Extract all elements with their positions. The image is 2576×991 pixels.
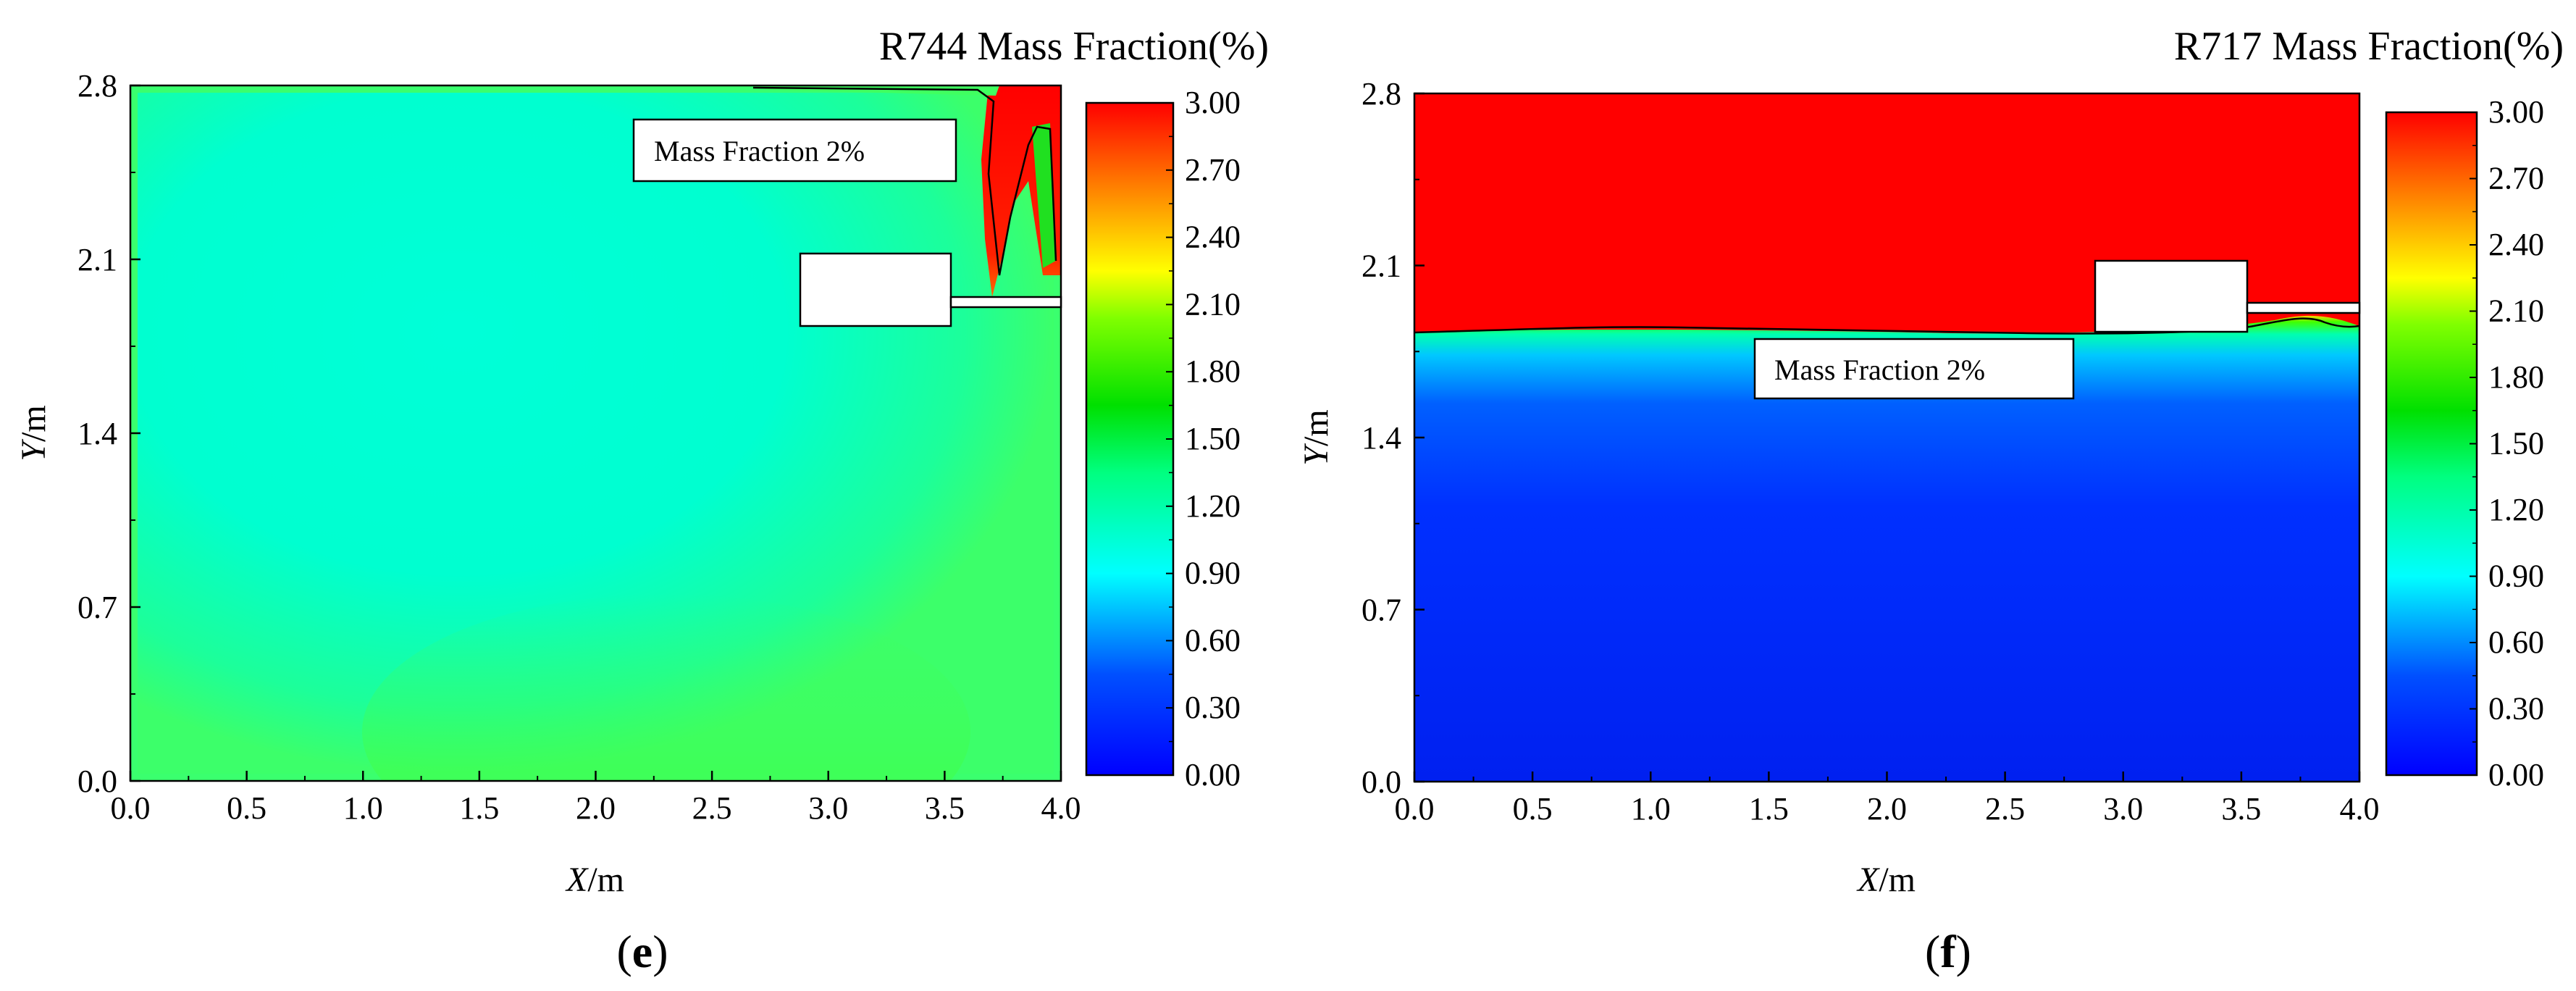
- panel-f-colorbar-tick-label: 2.10: [2488, 293, 2544, 329]
- panel-e-colorbar-tick-label: 1.20: [1185, 488, 1241, 524]
- panel-f-x-tick-label: 2.5: [1985, 791, 2025, 827]
- panel-f-colorbar-tick-label: 0.90: [2488, 559, 2544, 594]
- panel-e-y-tick-label: 0.0: [77, 764, 117, 799]
- panel-e-y-axis-label: Y/m: [14, 405, 53, 461]
- panel-e-colorbar-tick-label: 0.30: [1185, 690, 1241, 725]
- panel-f-y-axis-label: Y/m: [1297, 409, 1335, 465]
- panel-e-colorbar-tick-label: 1.80: [1185, 354, 1241, 389]
- panel-f-colorbar-tick-label: 0.60: [2488, 624, 2544, 660]
- panel-e-y-tick-label: 2.1: [77, 242, 117, 277]
- panel-f-x-tick-label: 1.0: [1631, 791, 1671, 827]
- panel-f-x-tick-label: 0.0: [1395, 791, 1435, 827]
- panel-f-y-tick-label: 2.1: [1362, 248, 1401, 284]
- panel-f-x-tick-label: 4.0: [2340, 791, 2380, 827]
- panel-e-colorbar: [1085, 101, 1175, 777]
- panel-e-x-axis-label: X/m: [565, 861, 624, 899]
- panel-f-annotation: Mass Fraction 2%: [1753, 338, 2075, 400]
- panel-e-y-tick-label: 0.7: [77, 590, 117, 625]
- panel-e-annotation-text: Mass Fraction 2%: [654, 135, 865, 167]
- panel-e-title: R744 Mass Fraction(%): [879, 24, 1269, 69]
- panel-f-colorbar-tick-label: 2.40: [2488, 227, 2544, 262]
- panel-e-colorbar-tick-label: 0.90: [1185, 556, 1241, 591]
- panel-e-x-tick-label: 2.0: [576, 790, 616, 826]
- panel-e-x-tick-label: 1.5: [459, 790, 499, 826]
- panel-e-contour-2pct: [752, 86, 1057, 276]
- panel-f-x-tick-label: 3.0: [2103, 791, 2143, 827]
- panel-e-x-tick-label: 3.5: [925, 790, 965, 826]
- panel-e-x-tick-label: 1.0: [343, 790, 383, 826]
- panel-e: R744 Mass Fraction(%) Mass Fraction 2% 0…: [14, 24, 1269, 977]
- panel-e-colorbar-tick-label: 2.40: [1185, 219, 1241, 255]
- panel-e-y-tick-label: 2.8: [77, 68, 117, 104]
- panel-e-colorbar-tick-label: 0.00: [1185, 757, 1241, 793]
- panel-f-heatmap: [1414, 93, 2359, 782]
- panel-f-colorbar-tick-label: 3.00: [2488, 94, 2544, 130]
- panel-f-x-tick-label: 0.5: [1513, 791, 1553, 827]
- panel-f-leak-source-box: [2094, 259, 2249, 333]
- panel-e-x-tick-label: 3.0: [808, 790, 848, 826]
- panel-f-colorbar-tick-label: 1.50: [2488, 426, 2544, 461]
- panel-e-x-tick-label: 0.0: [111, 790, 151, 826]
- panel-f-y-tick-label: 0.7: [1362, 593, 1401, 628]
- panel-e-colorbar-tick-label: 0.60: [1185, 622, 1241, 658]
- panel-f-annotation-text: Mass Fraction 2%: [1774, 354, 1985, 386]
- panel-e-label: (e): [616, 926, 668, 977]
- panel-f-colorbar-ticks: 0.00 0.30 0.60 0.90 1.20 1.50 1.80 2.10 2.40 2.70…: [2470, 94, 2544, 793]
- panel-e-x-tick-label: 2.5: [692, 790, 732, 826]
- panel-f-contour-2pct: [1414, 317, 2360, 335]
- panel-f-title: R717 Mass Fraction(%): [2174, 24, 2564, 69]
- panel-f-x-tick-label: 2.0: [1867, 791, 1907, 827]
- panel-e-heatmap: [130, 85, 1061, 781]
- panel-f-colorbar-tick-label: 0.30: [2488, 691, 2544, 727]
- panel-f-y-tick-label: 0.0: [1362, 764, 1401, 800]
- panel-f-label: (f): [1925, 926, 1971, 977]
- panel-e-pipe: [949, 296, 1062, 309]
- panel-f-x-tick-label: 1.5: [1749, 791, 1789, 827]
- panel-f-y-tick-label: 1.4: [1362, 420, 1401, 456]
- panel-e-colorbar-tick-label: 2.10: [1185, 286, 1241, 322]
- panel-e-colorbar-ticks: 0.00 0.30 0.60 0.90 1.20 1.50 1.80 2.10 2.40 2.70…: [1166, 85, 1241, 793]
- panel-e-y-tick-label: 1.4: [77, 416, 117, 451]
- panel-e-leak-source-box: [799, 252, 952, 327]
- panel-f: R717 Mass Fraction(%) Mass Fraction 2% 0…: [1297, 24, 2564, 977]
- panel-f-colorbar-tick-label: 0.00: [2488, 757, 2544, 793]
- panel-e-colorbar-tick-label: 1.50: [1185, 421, 1241, 456]
- panel-f-y-axis: 0.0 0.7 1.4 2.1 2.8: [1362, 76, 1425, 800]
- panel-f-colorbar-tick-label: 1.80: [2488, 359, 2544, 395]
- panel-f-y-tick-label: 2.8: [1362, 76, 1401, 112]
- panel-f-colorbar-tick-label: 2.70: [2488, 161, 2544, 196]
- panel-f-colorbar-tick-label: 1.20: [2488, 492, 2544, 527]
- panel-e-colorbar-tick-label: 3.00: [1185, 85, 1241, 120]
- panel-e-y-axis: 0.0 0.7 1.4 2.1 2.8: [77, 68, 140, 799]
- panel-e-colorbar-tick-label: 2.70: [1185, 152, 1241, 188]
- panel-e-annotation: Mass Fraction 2%: [632, 118, 957, 183]
- panel-f-pipe: [2246, 301, 2361, 314]
- panel-f-colorbar: [2385, 111, 2478, 777]
- panel-e-x-axis: 0.0 0.5 1.0 1.5 2.0 2.5 3.0 3.5 4.0: [111, 771, 1081, 826]
- panel-e-x-tick-label: 0.5: [227, 790, 267, 826]
- panel-e-x-tick-label: 4.0: [1041, 790, 1081, 826]
- panel-f-x-axis-label: X/m: [1856, 861, 1916, 899]
- panel-f-x-axis: 0.0 0.5 1.0 1.5 2.0 2.5 3.0 3.5 4.0: [1395, 772, 2380, 827]
- panel-f-x-tick-label: 3.5: [2221, 791, 2261, 827]
